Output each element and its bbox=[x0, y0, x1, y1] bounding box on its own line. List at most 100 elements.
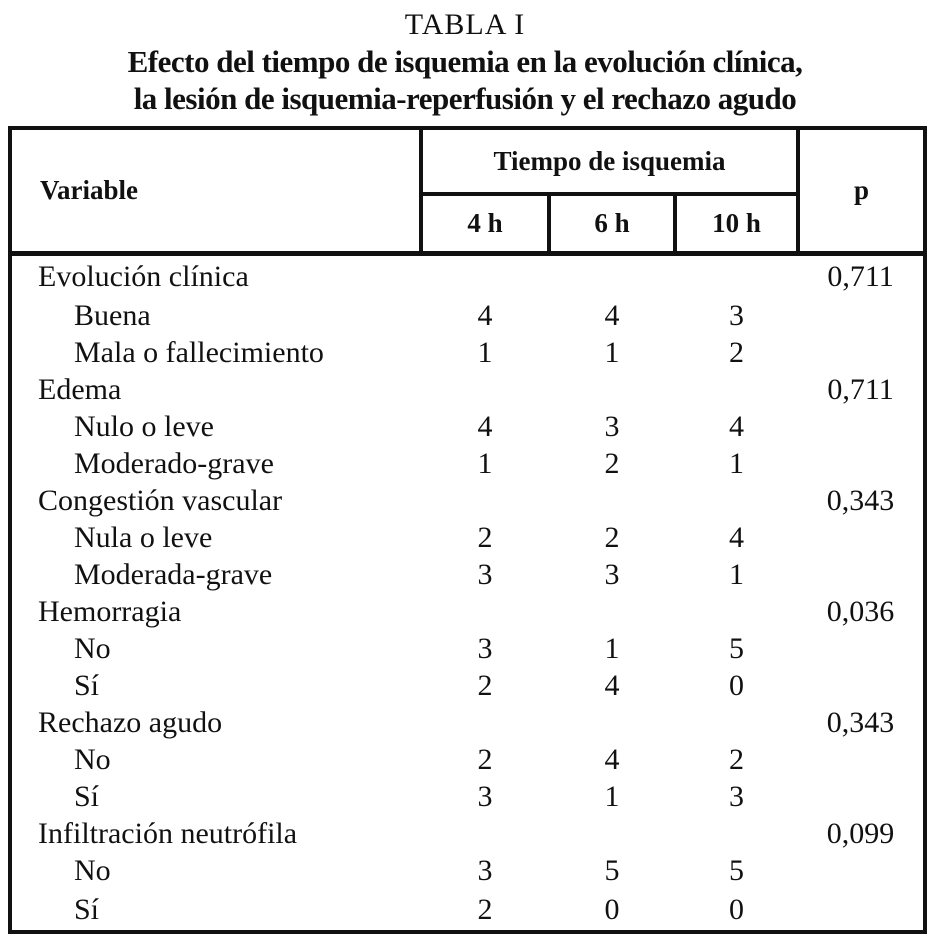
p-value bbox=[798, 409, 925, 446]
p-value: 0,711 bbox=[827, 259, 894, 293]
header-group-tiempo-de-isquemia: Tiempo de isquemia bbox=[421, 128, 799, 196]
p-value bbox=[798, 779, 925, 816]
row-label: No bbox=[74, 854, 111, 887]
value-4h: 2 bbox=[477, 743, 493, 776]
value-4h bbox=[421, 483, 549, 520]
row-label: Nulo o leve bbox=[74, 410, 214, 443]
value-6h: 4 bbox=[604, 299, 620, 332]
row-label: Rechazo agudo bbox=[38, 706, 223, 739]
table-row: Buena 4 4 3 bbox=[10, 298, 925, 335]
table-row: Edema 0,711 bbox=[10, 372, 925, 409]
value-10h: 1 bbox=[729, 447, 744, 480]
value-10h bbox=[675, 372, 798, 409]
value-10h bbox=[675, 483, 798, 520]
row-label: No bbox=[74, 743, 111, 776]
value-10h: 1 bbox=[729, 558, 744, 591]
row-label: Congestión vascular bbox=[38, 484, 283, 517]
value-4h bbox=[421, 254, 549, 298]
value-4h: 1 bbox=[477, 447, 493, 480]
value-10h: 3 bbox=[729, 780, 744, 813]
header-col-4h: 4 h bbox=[421, 194, 551, 256]
table-body: Evolución clínica 0,711 Buena 4 4 3 Mala… bbox=[10, 254, 925, 932]
value-4h: 3 bbox=[477, 854, 493, 887]
table-row: Mala o fallecimiento 1 1 2 bbox=[10, 335, 925, 372]
value-10h: 2 bbox=[729, 336, 744, 369]
table-header: Variable Tiempo de isquemia p 4 h 6 h 10… bbox=[10, 128, 926, 256]
table-row: Evolución clínica 0,711 bbox=[10, 254, 925, 298]
value-10h bbox=[675, 816, 798, 853]
value-10h: 0 bbox=[729, 669, 744, 702]
p-value bbox=[798, 335, 925, 372]
row-label: Nula o leve bbox=[74, 521, 213, 554]
p-value bbox=[798, 853, 925, 890]
value-6h: 1 bbox=[604, 336, 620, 369]
header-col-6h: 6 h bbox=[549, 194, 677, 256]
value-10h: 4 bbox=[729, 521, 744, 554]
value-6h: 1 bbox=[604, 780, 620, 813]
p-value: 0,343 bbox=[826, 484, 895, 517]
value-4h: 4 bbox=[477, 299, 493, 332]
value-4h: 3 bbox=[477, 632, 493, 665]
table-row: Congestión vascular 0,343 bbox=[10, 483, 925, 520]
value-4h bbox=[421, 594, 549, 631]
value-6h bbox=[549, 594, 675, 631]
value-6h: 3 bbox=[604, 558, 620, 591]
table-row: No 2 4 2 bbox=[10, 742, 925, 779]
row-label: Edema bbox=[38, 373, 122, 406]
table-row: No 3 5 5 bbox=[10, 853, 925, 890]
p-value bbox=[798, 298, 925, 335]
value-6h: 4 bbox=[604, 743, 620, 776]
value-10h: 5 bbox=[729, 854, 744, 887]
p-value bbox=[798, 668, 925, 705]
table-row: Hemorragia 0,036 bbox=[10, 594, 925, 631]
p-value bbox=[798, 631, 925, 668]
table-title-line-1: Efecto del tiempo de isquemia en la evol… bbox=[127, 44, 803, 79]
table-number: TABLA I bbox=[404, 8, 526, 41]
value-4h: 2 bbox=[477, 669, 493, 702]
p-value bbox=[798, 890, 925, 932]
value-10h bbox=[675, 705, 798, 742]
value-4h: 2 bbox=[477, 521, 493, 554]
row-label: No bbox=[74, 632, 111, 665]
value-4h bbox=[421, 372, 549, 409]
value-6h bbox=[549, 254, 675, 298]
p-value bbox=[798, 742, 925, 779]
p-value: 0,343 bbox=[826, 706, 895, 739]
value-10h bbox=[675, 254, 798, 298]
row-label: Moderado-grave bbox=[74, 447, 274, 480]
p-value bbox=[798, 557, 925, 594]
data-table: Variable Tiempo de isquemia p 4 h 6 h 10… bbox=[8, 126, 928, 934]
p-value: 0,099 bbox=[826, 817, 895, 850]
value-10h: 5 bbox=[729, 632, 744, 665]
header-p: p bbox=[796, 128, 926, 256]
p-value: 0,036 bbox=[826, 595, 895, 628]
row-label: Sí bbox=[74, 669, 100, 702]
row-label: Evolución clínica bbox=[38, 259, 249, 293]
value-6h bbox=[549, 372, 675, 409]
value-10h: 2 bbox=[729, 743, 744, 776]
row-label: Moderada-grave bbox=[74, 558, 273, 591]
value-4h: 2 bbox=[477, 892, 493, 926]
p-value bbox=[798, 520, 925, 557]
table-row: Sí 2 0 0 bbox=[10, 890, 925, 932]
value-4h: 4 bbox=[477, 410, 493, 443]
value-10h: 0 bbox=[729, 892, 744, 926]
value-6h: 1 bbox=[604, 632, 620, 665]
title-block: TABLA I Efecto del tiempo de isquemia en… bbox=[0, 0, 930, 117]
row-label: Infiltración neutrófila bbox=[38, 817, 298, 850]
table-row: No 3 1 5 bbox=[10, 631, 925, 668]
table-row: Sí 3 1 3 bbox=[10, 779, 925, 816]
row-label: Sí bbox=[74, 892, 100, 926]
p-value bbox=[798, 446, 925, 483]
table-row: Moderada-grave 3 3 1 bbox=[10, 557, 925, 594]
value-4h bbox=[421, 705, 549, 742]
value-6h bbox=[549, 483, 675, 520]
value-6h: 0 bbox=[604, 892, 620, 926]
value-10h: 4 bbox=[729, 410, 744, 443]
value-6h: 3 bbox=[604, 410, 620, 443]
value-4h: 3 bbox=[477, 558, 493, 591]
value-6h: 5 bbox=[604, 854, 620, 887]
value-6h: 4 bbox=[604, 669, 620, 702]
value-4h: 1 bbox=[477, 336, 493, 369]
